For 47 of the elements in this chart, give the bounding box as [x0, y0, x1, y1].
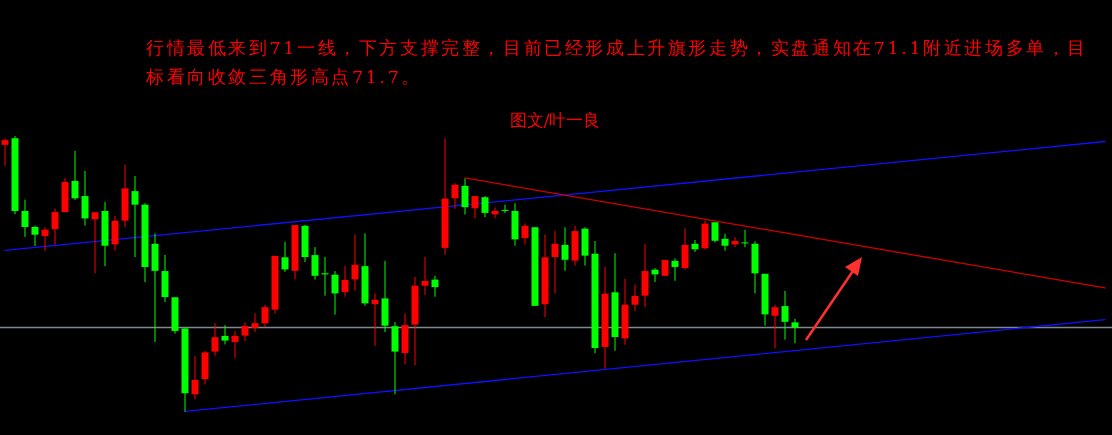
- candlestick: [371, 292, 379, 347]
- candlestick: [91, 211, 99, 274]
- candlestick: [631, 284, 639, 312]
- candlestick: [131, 175, 139, 258]
- candlestick: [791, 318, 799, 344]
- candlestick: [561, 226, 569, 272]
- candlestick: [1, 137, 9, 167]
- candlestick: [261, 304, 269, 328]
- candlestick: [241, 321, 249, 342]
- candlestick: [41, 226, 49, 252]
- candlestick: [71, 150, 79, 201]
- text: 图文/叶一良: [509, 110, 601, 130]
- candlestick: [471, 195, 479, 219]
- text: 行情最低来到71一线，下方支撑完整，目前已经形成上升旗形走势，实盘通知在71.1附近进场多单，目标看向收敛三角形高点71.7。: [146, 37, 1090, 89]
- candlestick: [431, 275, 439, 298]
- candlestick: [341, 265, 349, 298]
- candlestick: [501, 204, 509, 214]
- candlestick: [681, 227, 689, 271]
- candlestick: [491, 206, 499, 219]
- candlestick: [481, 195, 489, 218]
- candlestick: [21, 199, 29, 238]
- candlestick: [331, 270, 339, 316]
- candlestick: [781, 290, 789, 341]
- candlestick: [461, 178, 469, 216]
- candlestick: [451, 182, 459, 210]
- candlestick: [251, 312, 259, 333]
- candlestick: [521, 222, 529, 245]
- candlestick: [711, 221, 719, 243]
- candlestick: [191, 355, 199, 400]
- candlestick: [771, 304, 779, 349]
- candlestick: [51, 208, 59, 246]
- candlestick: [311, 246, 319, 281]
- candlestick: [731, 236, 739, 248]
- candlestick: [721, 233, 729, 252]
- candlestick: [551, 230, 559, 294]
- candlestick: [421, 256, 429, 296]
- candlestick: [691, 239, 699, 253]
- candlestick: [81, 170, 89, 227]
- candlestick: [671, 257, 679, 282]
- candlestick: [211, 322, 219, 357]
- candlestick: [281, 241, 289, 273]
- candlestick: [221, 324, 229, 345]
- candlestick: [31, 225, 39, 247]
- candlestick: [351, 234, 359, 292]
- candlestick: [111, 215, 119, 252]
- candlestick: [741, 229, 749, 248]
- candlestick: [231, 330, 239, 359]
